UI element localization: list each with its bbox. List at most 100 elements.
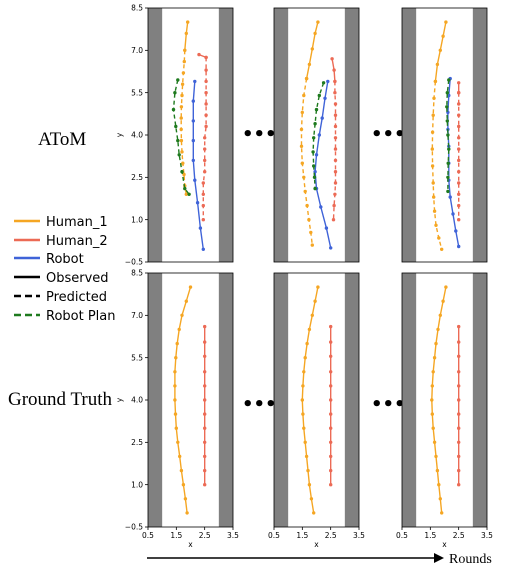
panel-ground-truth-1-point-human-2-1-7 (203, 426, 207, 430)
panel-ground-truth-3-point-human-1-0-1 (441, 299, 445, 303)
panel-atom-1-point-human-1-1-4 (180, 93, 184, 98)
panel-ground-truth-2-point-human-1-0-10 (302, 426, 306, 430)
panel-atom-1-point-human-2-3-7 (203, 136, 207, 140)
panel-ground-truth-1-ytick-label-2: 2.5 (131, 438, 143, 447)
panel-atom-1-point-human-1-0-1 (184, 31, 188, 36)
panel-ground-truth-1-point-human-2-1-3 (203, 370, 207, 374)
panel-atom-1-point-robot-4-3 (191, 138, 195, 143)
panel-atom-2-point-human-2-3-4 (333, 124, 338, 129)
panel-ground-truth-2-xtick-label-0: 0.5 (268, 531, 280, 540)
panel-atom-2-point-robot-4-4 (314, 153, 319, 157)
panel-atom-1-point-human-1-0-0 (186, 20, 190, 24)
panel-atom-2-point-human-1-1-4 (299, 144, 304, 148)
panel-atom-3-point-robot-plan-5-8 (446, 189, 450, 194)
panel-atom-2-point-robot-plan-5-6 (312, 164, 316, 168)
panel-atom-1-ytick-label-4: 5.5 (131, 88, 143, 97)
panel-atom-1-point-robot-plan-5-7 (183, 186, 187, 191)
panel-ground-truth-2-point-human-1-0-1 (313, 299, 317, 303)
panel-atom-2-point-human-2-3-1 (333, 91, 337, 95)
panel-atom-3-point-human-2-3-8 (457, 181, 461, 185)
panel-atom-2-point-human-2-3-0 (333, 79, 337, 84)
panel-atom-1-point-human-1-1-7 (179, 127, 183, 132)
panel-atom-1-point-human-2-3-4 (204, 102, 208, 106)
panel-ground-truth-3-point-human-1-0-15 (438, 497, 442, 501)
panel-ground-truth-3-point-human-2-1-6 (457, 412, 461, 416)
panel-ground-truth-3-point-human-1-0-14 (437, 483, 441, 487)
panel-atom-2-point-human-2-3-2 (333, 102, 338, 106)
panel-atom-2-point-robot-4-7 (319, 205, 323, 209)
panel-atom-1-wall-2 (218, 8, 233, 262)
panel-atom-3-point-human-1-1-7 (432, 195, 436, 199)
panel-atom-1-point-human-2-3-10 (203, 170, 207, 174)
panel-atom-1-point-robot-4-1 (191, 99, 195, 103)
panel-ground-truth-3: 0.5 1.5 2.5 3.5 x (396, 272, 493, 549)
panel-ground-truth-1-wall-2 (218, 273, 233, 527)
panel-ground-truth-2-point-human-2-1-9 (329, 454, 333, 459)
panel-ground-truth-1-xtick-label-0: 0.5 (142, 531, 154, 540)
panel-ground-truth-1-point-human-2-1-0 (203, 324, 207, 329)
panel-atom-2-point-robot-plan-5-7 (312, 175, 317, 179)
panel-ground-truth-3-point-human-1-0-4 (434, 341, 438, 346)
panel-ground-truth-3-point-human-2-1-8 (457, 440, 461, 444)
panel-atom-1-point-robot-4-7 (198, 226, 203, 230)
panel-atom-1-point-human-2-3-3 (204, 91, 208, 95)
panel-ground-truth-1-wall-1 (148, 273, 163, 527)
panel-atom-1-point-human-1-1-3 (180, 82, 185, 86)
panel-atom-1-point-robot-plan-5-5 (177, 153, 181, 157)
panel-atom-3-point-human-2-3-11 (457, 218, 461, 222)
panel-atom-2-point-human-1-1-9 (307, 218, 311, 222)
panel-atom-1-point-human-1-1-11 (182, 172, 186, 177)
panel-atom-3-point-human-2-3-10 (457, 203, 461, 208)
panel-atom-2-point-human-1-1-0 (304, 76, 309, 81)
panel-ground-truth-3-point-human-1-0-12 (434, 454, 438, 459)
legend-item-human-2: Human_2 (14, 234, 108, 249)
panel-ground-truth-1-point-human-1-0-13 (179, 468, 184, 473)
panel-ground-truth-1-point-human-1-0-10 (174, 426, 178, 430)
panel-atom-3-point-robot-4-7 (448, 195, 452, 199)
panel-atom-3-point-human-2-3-7 (457, 170, 461, 174)
panel-atom-1-point-robot-4-8 (201, 247, 205, 251)
panel-atom-3-point-robot-plan-5-0 (447, 78, 451, 82)
panel-atom-1-point-robot-plan-5-3 (174, 124, 178, 129)
panel-atom-1-ytick-label-2: 2.5 (131, 173, 143, 182)
legend-item-robot: Robot (14, 252, 84, 267)
panel-atom-1-point-human-1-1-1 (182, 59, 186, 64)
panel-ground-truth-1-point-human-1-0-9 (173, 412, 178, 416)
panel-atom-1-point-human-2-3-11 (201, 181, 205, 185)
panel-ground-truth-2-wall-2 (344, 273, 359, 527)
panel-ground-truth-2-point-human-1-0-7 (301, 384, 305, 388)
panel-ground-truth-1-point-human-2-1-11 (203, 483, 207, 487)
panel-atom-1-point-robot-plan-5-1 (173, 91, 177, 95)
panel-ground-truth-3-frame (401, 272, 488, 528)
panel-atom-3-point-human-2-3-2 (457, 113, 461, 117)
panel-atom-1-point-human-1-1-5 (179, 105, 184, 109)
panel-atom-1-point-robot-4-6 (195, 201, 200, 205)
panel-ground-truth-1-point-human-2-1-9 (203, 454, 207, 459)
panel-atom-1-point-human-2-3-2 (204, 79, 208, 84)
panel-ground-truth-2-point-human-1-0-5 (303, 356, 307, 360)
panel-atom-2-point-human-1-1-8 (305, 203, 309, 208)
panel-ground-truth-2-xtick-label-1: 1.5 (296, 531, 308, 540)
panel-ground-truth-1-ylabel: y (115, 397, 124, 402)
panel-ground-truth-2-frame (273, 272, 360, 528)
panel-atom-3-point-human-1-1-0 (433, 79, 438, 84)
panel-ground-truth-2-point-human-2-1-1 (329, 340, 333, 344)
panel-atom-3-point-human-2-3-4 (457, 136, 461, 140)
panel-atom-3-point-human-2-3-3 (457, 124, 461, 129)
panel-atom-2-point-robot-plan-5-0 (321, 81, 326, 85)
panel-atom-3-point-robot-plan-5-7 (446, 175, 450, 179)
panel-atom-2-point-human-1-1-3 (299, 127, 304, 132)
panel-ground-truth-3-point-human-2-1-0 (457, 324, 461, 329)
panel-atom-2-point-robot-4-2 (320, 116, 324, 120)
panel-ground-truth-1-point-human-1-0-2 (180, 313, 184, 317)
panel-ground-truth-2-point-human-1-0-0 (316, 285, 320, 289)
panel-atom-2-point-human-1-1-7 (303, 189, 307, 194)
panel-atom-2-point-robot-plan-5-5 (311, 150, 315, 154)
panel-ground-truth-1-point-human-1-0-14 (181, 483, 186, 487)
panel-ground-truth-1-xtick-label-2: 2.5 (199, 531, 211, 540)
panel-ground-truth-1-point-human-2-1-1 (203, 340, 207, 344)
panel-ground-truth-2-point-human-2-1-11 (329, 483, 333, 487)
panel-atom-1-point-robot-plan-5-4 (176, 138, 180, 143)
panel-ground-truth-1-point-human-1-0-3 (177, 327, 181, 332)
panel-ground-truth-1-point-human-1-0-11 (176, 440, 180, 444)
